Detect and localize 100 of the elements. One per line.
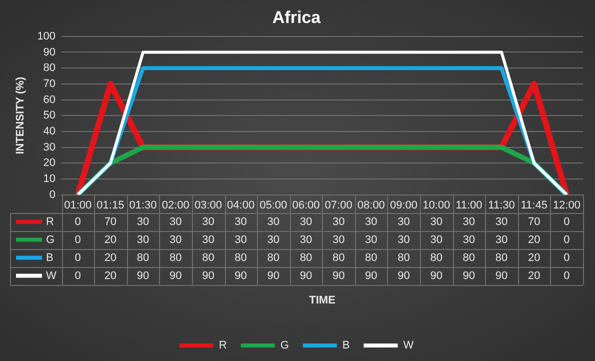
text: B — [342, 340, 350, 352]
data-label: 80 — [332, 252, 345, 264]
x-tick-label: 11:45 — [520, 199, 548, 212]
y-tick-label: 100 — [37, 30, 56, 42]
data-label: 0 — [74, 270, 81, 282]
data-label: 20 — [528, 252, 540, 264]
y-tick-label: 50 — [43, 110, 56, 122]
y-tick-label: 40 — [43, 125, 56, 138]
y-axis-title: INTENSITY (%) — [14, 76, 27, 154]
data-label: 90 — [430, 270, 442, 282]
legend-label: G — [46, 234, 55, 246]
data-label: 90 — [169, 270, 182, 282]
y-tick-label: 20 — [43, 157, 56, 170]
data-label: 80 — [398, 252, 410, 264]
data-label: 30 — [136, 216, 150, 228]
data-label: 30 — [495, 216, 508, 228]
data-label: 30 — [462, 234, 476, 246]
x-tick-label: 09:00 — [390, 199, 418, 212]
data-label: 30 — [202, 234, 214, 246]
legend-label: R — [46, 216, 54, 228]
x-tick-label: 04:00 — [227, 199, 255, 212]
data-label: 0 — [74, 252, 81, 264]
y-tick-label: 10 — [43, 172, 56, 185]
x-tick-label: 11:30 — [488, 199, 515, 212]
x-tick-label: 01:15 — [96, 199, 124, 212]
data-label: 30 — [398, 234, 410, 246]
x-tick-label: 06:00 — [292, 199, 320, 212]
y-tick-label: 0 — [49, 188, 56, 201]
data-label: 30 — [234, 234, 247, 246]
data-label: 0 — [74, 234, 81, 246]
data-label: 80 — [430, 252, 442, 264]
data-label: 30 — [332, 234, 345, 246]
data-label: 30 — [462, 216, 476, 228]
data-label: 80 — [136, 252, 150, 264]
data-label: 90 — [495, 270, 508, 282]
data-label: 0 — [564, 270, 570, 282]
data-label: 30 — [430, 234, 442, 246]
data-label: 30 — [300, 216, 312, 228]
data-label: 30 — [332, 216, 345, 228]
x-tick-label: 02:00 — [162, 199, 190, 212]
data-label: 90 — [136, 270, 150, 282]
y-tick-label: 80 — [43, 62, 56, 74]
data-label: 90 — [332, 270, 345, 282]
x-tick-label: 07:00 — [324, 199, 352, 212]
data-label: 80 — [462, 252, 476, 264]
legend-label: B — [46, 252, 54, 264]
x-tick-label: 08:00 — [357, 199, 385, 212]
text: G — [280, 340, 289, 352]
legend-label: W — [46, 270, 57, 282]
x-tick-label: 01:30 — [129, 199, 157, 212]
x-tick-label: 03:00 — [194, 199, 222, 212]
x-tick-label: 01:00 — [64, 199, 92, 212]
data-label: 30 — [365, 234, 378, 246]
y-tick-label: 30 — [43, 141, 56, 154]
data-label: 90 — [267, 270, 280, 282]
x-tick-label: 11:00 — [456, 199, 482, 212]
data-label: 0 — [564, 252, 570, 264]
y-tick-label: 90 — [43, 46, 56, 58]
text: TIME — [309, 294, 336, 306]
data-label: 30 — [398, 216, 410, 228]
data-label: 20 — [104, 234, 117, 246]
data-label: 30 — [267, 234, 280, 246]
data-label: 0 — [564, 234, 570, 246]
data-label: 90 — [234, 270, 247, 282]
data-label: 30 — [267, 216, 280, 228]
data-label: 0 — [564, 216, 570, 228]
chart-title: Africa — [272, 8, 322, 27]
y-tick-label: 60 — [43, 94, 56, 106]
data-label: 30 — [365, 216, 378, 228]
data-label: 30 — [169, 216, 182, 228]
data-label: 90 — [202, 270, 214, 282]
y-tick-label: 70 — [43, 78, 56, 90]
data-label: 80 — [300, 252, 312, 264]
data-label: 30 — [495, 234, 508, 246]
data-label: 80 — [365, 252, 378, 264]
data-label: 90 — [365, 270, 378, 282]
data-label: 20 — [528, 270, 540, 282]
data-label: 30 — [430, 216, 442, 228]
data-label: 30 — [136, 234, 150, 246]
data-label: 30 — [202, 216, 214, 228]
data-label: 90 — [398, 270, 410, 282]
x-tick-label: 12:00 — [552, 199, 580, 212]
data-label: 80 — [169, 252, 182, 264]
data-label: 70 — [528, 216, 540, 228]
data-label: 0 — [74, 216, 81, 228]
data-label: 20 — [104, 252, 117, 264]
data-label: 30 — [300, 234, 312, 246]
data-label: 80 — [495, 252, 508, 264]
x-tick-label: 05:00 — [260, 199, 288, 212]
data-label: 80 — [202, 252, 214, 264]
data-label: 30 — [169, 234, 182, 246]
data-label: 20 — [528, 234, 540, 246]
data-label: 90 — [300, 270, 312, 282]
data-label: 70 — [104, 216, 117, 228]
data-label: 80 — [234, 252, 247, 264]
data-label: 90 — [462, 270, 476, 282]
data-label: 80 — [267, 252, 280, 264]
data-label: 20 — [104, 270, 117, 282]
x-tick-label: 10:00 — [422, 199, 450, 212]
text: W — [403, 340, 414, 352]
